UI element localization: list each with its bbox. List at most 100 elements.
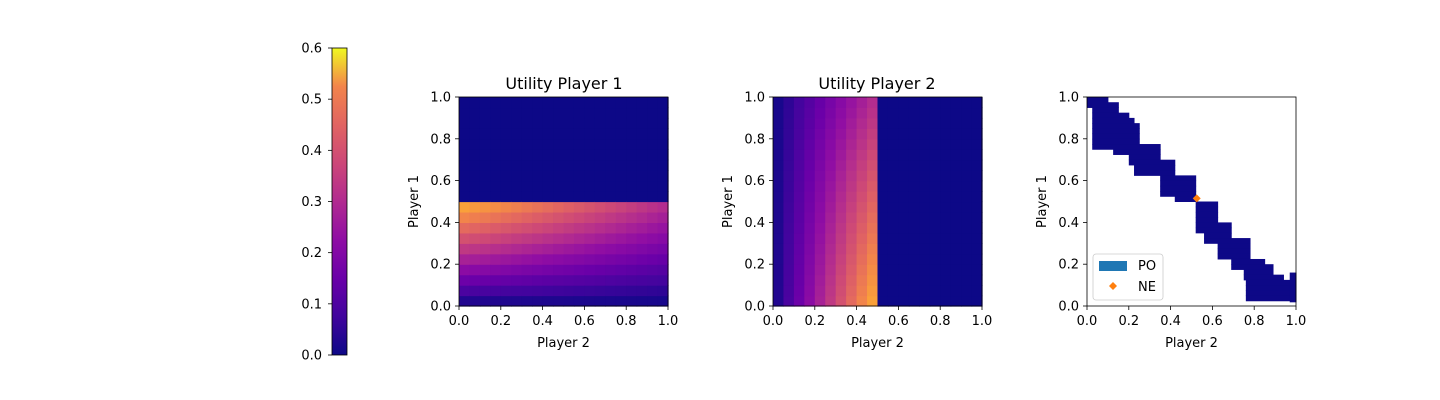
heatmap-cell [657,201,669,213]
heatmap-cell [500,222,512,234]
heatmap-cell [793,149,805,161]
heatmap-cell [887,97,899,109]
heatmap-cell [657,285,669,297]
heatmap-cell [459,253,471,265]
heatmap-cell [479,180,491,192]
heatmap-cell [814,117,826,129]
heatmap-cell [647,243,659,255]
heatmap-cell [856,201,868,213]
heatmap-cell [793,159,805,171]
heatmap-cell [469,117,481,129]
colorbar-ticks: 0.0 0.1 0.2 0.3 0.4 0.5 0.6 [301,42,332,364]
heatmap-cell [846,138,858,150]
heatmap-cell [605,107,617,119]
heatmap-cell [919,285,931,297]
heatmap-cell [521,211,533,223]
heatmap-cell [919,222,931,234]
heatmap-cell [971,138,983,150]
heatmap-cell [657,180,669,192]
heatmap-cell [950,232,962,244]
heatmap-cell [825,285,837,297]
heatmap-cell [961,222,973,234]
heatmap-cell [773,253,785,265]
heatmap-cell [856,264,868,276]
heatmap-cell [584,222,596,234]
heatmap-cell [511,285,523,297]
heatmap-cell [898,295,910,307]
heatmap-cell [919,97,931,109]
heatmap-cell [825,211,837,223]
panel-2-axes: 0.00.0 0.2 0.2 0.4 0.4 0.6 0.6 0.8 0.8 1.0 1.0 [744,91,992,330]
heatmap-cell [887,285,899,297]
heatmap-cell [605,253,617,265]
heatmap-cell [940,138,952,150]
po-cell [1217,253,1251,260]
heatmap-cell [877,264,889,276]
y-tick-label: 0.2 [744,258,765,273]
heatmap-cell [835,149,847,161]
heatmap-cell [804,117,816,129]
heatmap-cell [877,180,889,192]
heatmap-cell [500,180,512,192]
heatmap-cell [521,253,533,265]
y-tick-label: 0.6 [744,174,765,189]
heatmap-cell [584,201,596,213]
heatmap-cell [867,285,879,297]
heatmap-cell [825,201,837,213]
heatmap-cell [846,211,858,223]
heatmap-cell [636,243,648,255]
heatmap-cell [835,191,847,203]
heatmap-cell [636,253,648,265]
heatmap-cell [898,222,910,234]
x-tick-label: 0.4 [846,314,867,329]
heatmap-cell [490,253,502,265]
heatmap-cell [887,138,899,150]
heatmap-cell [887,222,899,234]
heatmap-cell [490,128,502,140]
heatmap-cell [908,232,920,244]
heatmap-cell [814,170,826,182]
y-tick-label: 1.0 [1058,91,1079,106]
panel-3-ne-marker [1192,194,1201,203]
heatmap-cell [961,295,973,307]
heatmap-cell [647,128,659,140]
heatmap-cell [773,149,785,161]
heatmap-cell [971,243,983,255]
heatmap-cell [867,97,879,109]
heatmap-cell [490,264,502,276]
heatmap-cell [825,128,837,140]
heatmap-cell [563,97,575,109]
heatmap-cell [908,253,920,265]
heatmap-cell [835,243,847,255]
heatmap-cell [542,274,554,286]
heatmap-cell [793,222,805,234]
heatmap-cell [479,191,491,203]
heatmap-cell [929,211,941,223]
heatmap-cell [971,253,983,265]
heatmap-cell [594,232,606,244]
heatmap-cell [542,211,554,223]
x-tick-label: 0.2 [490,314,511,329]
po-cell [1113,149,1161,155]
heatmap-cell [783,97,795,109]
panel-3-axes: 0.00.0 0.2 0.2 0.4 0.4 0.6 0.6 0.8 0.8 1.0 1.0 [1058,91,1306,330]
heatmap-cell [469,128,481,140]
heatmap-cell [490,201,502,213]
heatmap-cell [459,170,471,182]
heatmap-cell [521,222,533,234]
heatmap-cell [919,295,931,307]
heatmap-cell [961,107,973,119]
heatmap-cell [856,149,868,161]
heatmap-cell [657,264,669,276]
heatmap-cell [940,149,952,161]
panel-utility-player-1: Utility Player 1 0.00.00.20.20.40.40.60.… [407,74,678,351]
heatmap-cell [605,97,617,109]
heatmap-cell [814,159,826,171]
heatmap-cell [657,128,669,140]
heatmap-cell [647,138,659,150]
heatmap-cell [647,295,659,307]
heatmap-cell [626,180,638,192]
heatmap-cell [553,232,565,244]
heatmap-cell [846,191,858,203]
heatmap-cell [657,117,669,129]
